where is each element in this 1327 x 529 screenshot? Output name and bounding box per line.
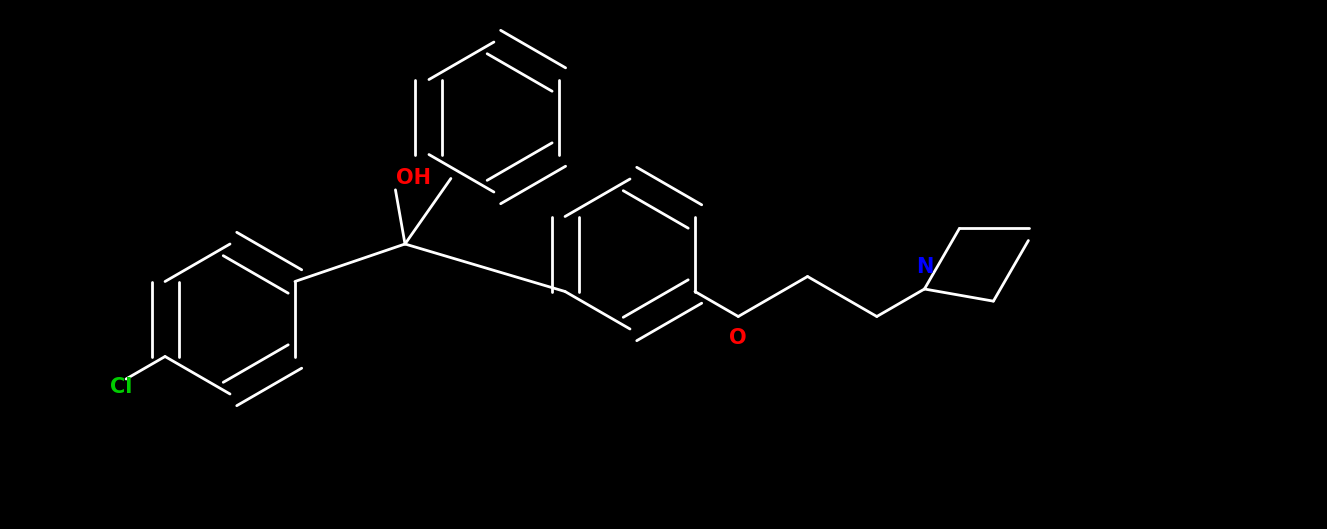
Text: O: O bbox=[730, 329, 747, 349]
Text: N: N bbox=[916, 257, 933, 277]
Text: OH: OH bbox=[395, 168, 431, 188]
Text: Cl: Cl bbox=[110, 377, 133, 397]
